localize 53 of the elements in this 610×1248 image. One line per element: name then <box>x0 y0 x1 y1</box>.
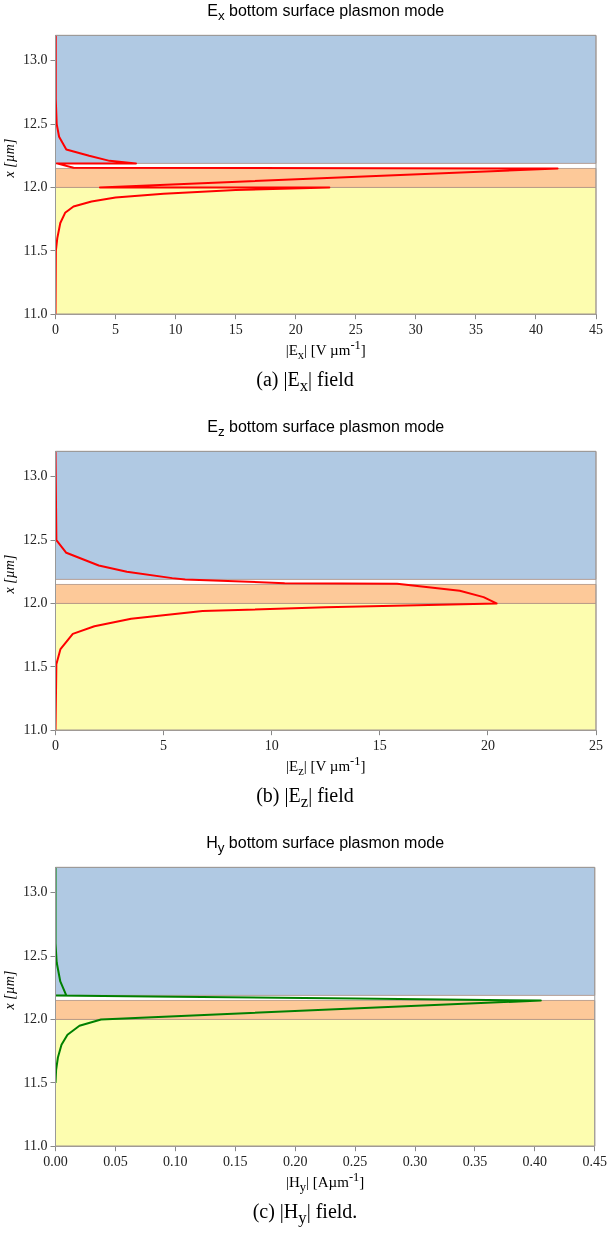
text: (b) |E$_{z}$| field <box>255 784 355 812</box>
y-tick-label: 12.0 <box>23 179 48 195</box>
x-axis-title: |E$_{x}$| [V µm$^{-1}$] <box>284 338 367 363</box>
y-tick-label: 13.0 <box>23 52 48 68</box>
x-tick-label: 0.05 <box>103 1154 128 1170</box>
y-tick-label: 11.5 <box>23 658 48 674</box>
x-tick-label: 25 <box>589 738 603 754</box>
y-tick-label: 11.0 <box>23 721 48 737</box>
x-tick-label: 0.10 <box>163 1154 188 1170</box>
x-tick-label: 25 <box>348 322 363 338</box>
x-tick-label: 10 <box>168 322 183 338</box>
x-tick-label: 0.30 <box>402 1154 428 1170</box>
x-tick-label: 10 <box>264 738 279 754</box>
y-tick-label: 11.5 <box>23 1074 48 1090</box>
x-tick-label: 40 <box>528 322 543 338</box>
x-tick-label: 0.40 <box>522 1154 548 1170</box>
y-tick-label: 11.0 <box>23 305 48 321</box>
x-tick-label: 0.35 <box>462 1154 488 1170</box>
y-tick-label: 12.5 <box>23 531 48 547</box>
x-tick-label: 0 <box>52 322 59 338</box>
y-tick-label: 13.0 <box>23 468 48 484</box>
x-tick-label: 5 <box>112 322 120 338</box>
x-tick-label: 5 <box>160 738 168 754</box>
y-tick-label: 12.0 <box>23 595 48 611</box>
y-tick-label: 11.0 <box>23 1137 48 1153</box>
y-tick-label: 12.5 <box>23 115 48 131</box>
chart-title: E$_{x}$ bottom surface plasmon mode <box>206 2 446 24</box>
x-tick-label: 0.25 <box>342 1154 368 1170</box>
x-tick-label: 45 <box>589 322 603 338</box>
chart-title: E$_{z}$ bottom surface plasmon mode <box>206 418 446 440</box>
x-tick-label: 20 <box>288 322 303 338</box>
x-tick-label: 15 <box>228 322 243 338</box>
x-tick-label: 0.00 <box>43 1154 68 1170</box>
x-tick-label: 15 <box>372 738 387 754</box>
y-tick-label: 11.5 <box>23 242 48 258</box>
x-axis-title: |H$_{y}$| [Aµm$^{-1}$] <box>284 1170 366 1195</box>
x-tick-label: 0 <box>52 738 59 754</box>
x-tick-label: 35 <box>468 322 483 338</box>
x-tick-label: 0.45 <box>582 1154 607 1170</box>
x-tick-label: 30 <box>408 322 423 338</box>
y-axis-title: x [µm] <box>2 969 18 1012</box>
y-axis-title: x [µm] <box>2 137 18 180</box>
x-axis-title: |E$_{z}$| [V µm$^{-1}$] <box>285 754 367 779</box>
x-tick-label: 0.20 <box>282 1154 308 1170</box>
x-tick-label: 20 <box>480 738 495 754</box>
y-axis-title: x [µm] <box>2 553 18 596</box>
y-tick-label: 12.0 <box>23 1011 48 1027</box>
y-tick-label: 12.5 <box>23 947 48 963</box>
text: (a) |E$_{x}$| field <box>255 368 355 396</box>
y-tick-label: 13.0 <box>23 884 48 900</box>
x-tick-label: 0.15 <box>223 1154 248 1170</box>
chart-title: H$_{y}$ bottom surface plasmon mode <box>205 834 446 856</box>
text: (c) |H$_{y}$| field. <box>251 1200 359 1228</box>
